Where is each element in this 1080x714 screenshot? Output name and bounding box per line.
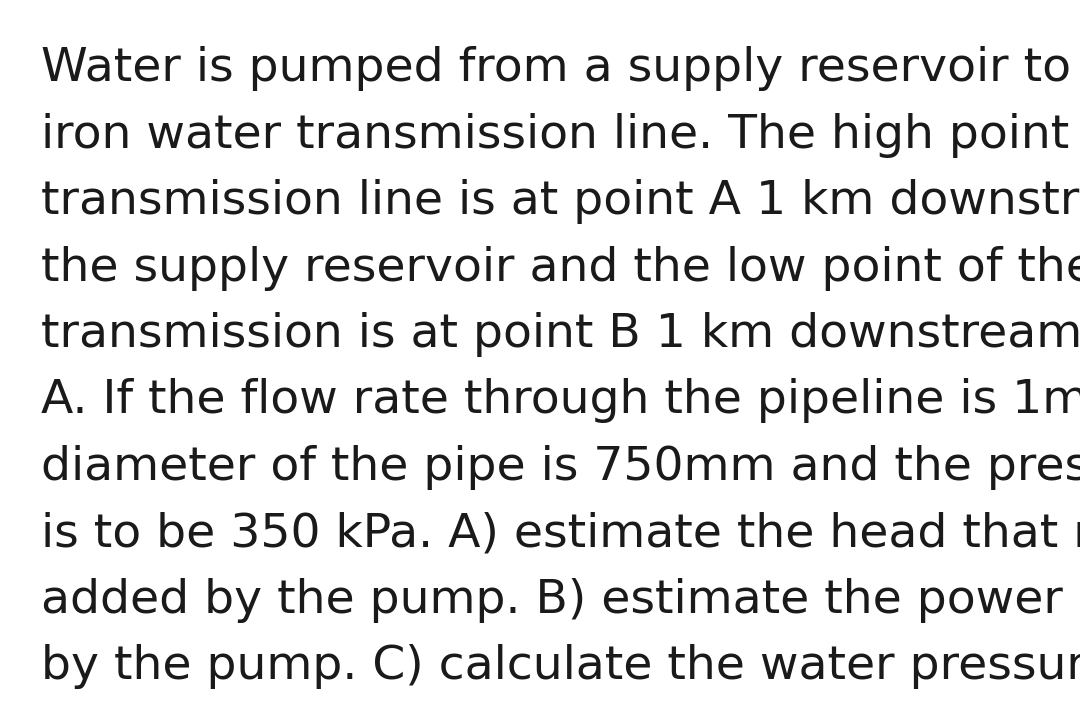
Text: A. If the flow rate through the pipeline is 1m: A. If the flow rate through the pipeline… xyxy=(41,378,1080,423)
Text: iron water transmission line. The high point of the: iron water transmission line. The high p… xyxy=(41,113,1080,158)
Text: is to be 350 kPa. A) estimate the head that must be: is to be 350 kPa. A) estimate the head t… xyxy=(41,511,1080,556)
Text: Water is pumped from a supply reservoir to a ductile: Water is pumped from a supply reservoir … xyxy=(41,46,1080,91)
Text: by the pump. C) calculate the water pressure at B.: by the pump. C) calculate the water pres… xyxy=(41,644,1080,689)
Text: diameter of the pipe is 750mm and the pressure at A: diameter of the pipe is 750mm and the pr… xyxy=(41,445,1080,490)
Text: the supply reservoir and the low point of the: the supply reservoir and the low point o… xyxy=(41,246,1080,291)
Text: transmission is at point B 1 km downstream of point: transmission is at point B 1 km downstre… xyxy=(41,312,1080,357)
Text: transmission line is at point A 1 km downstream of: transmission line is at point A 1 km dow… xyxy=(41,179,1080,224)
Text: added by the pump. B) estimate the power supplied: added by the pump. B) estimate the power… xyxy=(41,578,1080,623)
